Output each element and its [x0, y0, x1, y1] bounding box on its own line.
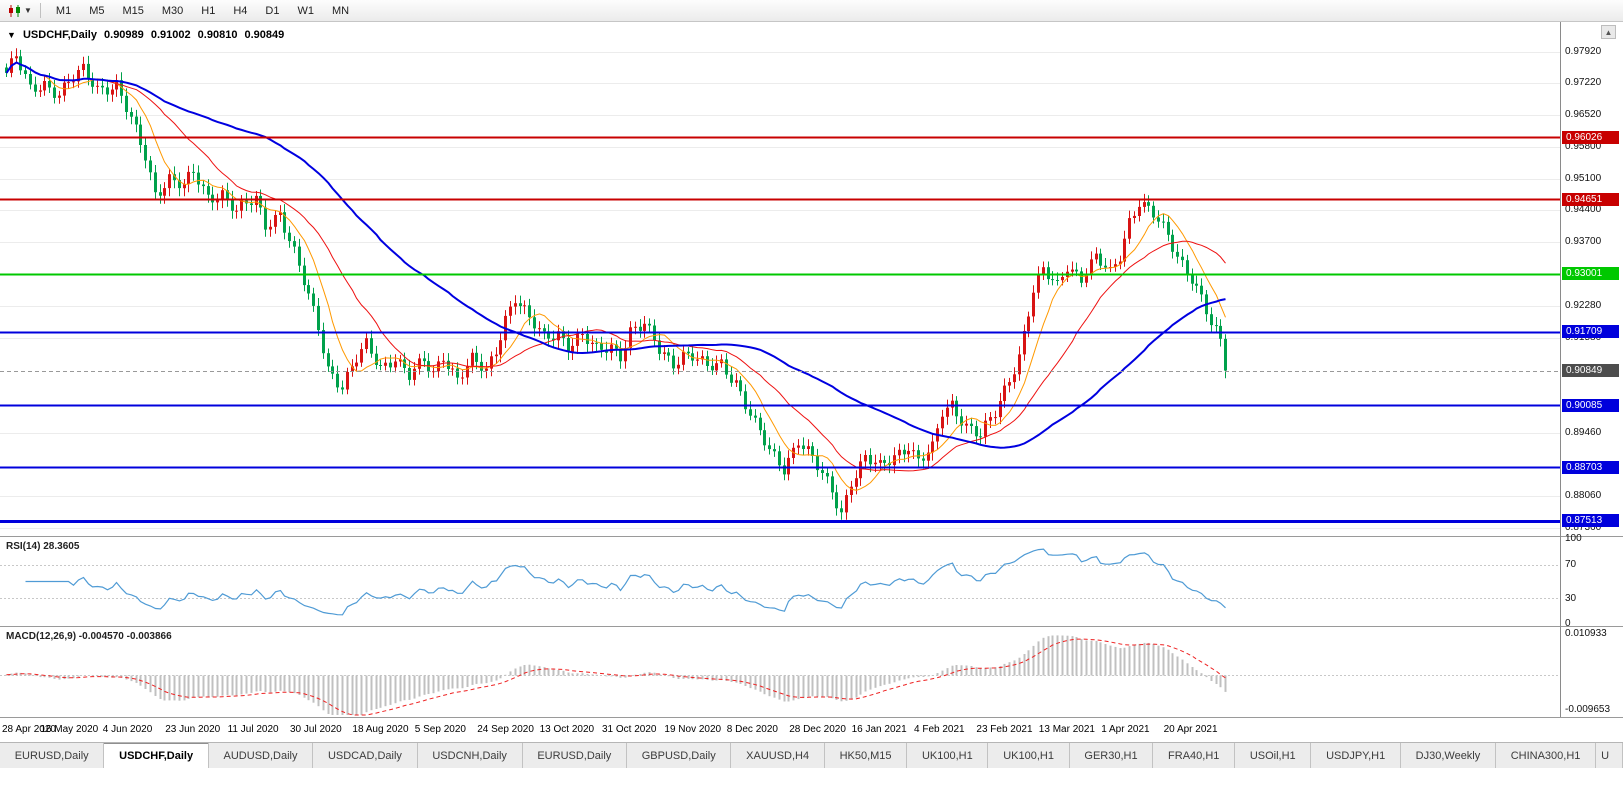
- high-value: 0.91002: [150, 29, 191, 41]
- collapse-arrow-icon[interactable]: ▼: [7, 30, 16, 40]
- rsi-tick-label: 0: [1565, 618, 1571, 629]
- open-value: 0.90989: [104, 29, 144, 41]
- chart-tab-UK100-H1[interactable]: UK100,H1: [907, 743, 989, 768]
- price-tick-label: 0.97220: [1565, 77, 1602, 89]
- level-price-badge: 0.88703: [1562, 460, 1619, 474]
- rsi-tick-label: 100: [1565, 533, 1582, 544]
- chevron-down-icon: ▼: [24, 6, 32, 15]
- price-tick-label: 0.95100: [1565, 172, 1602, 184]
- chart-tab-XAUUSD-H4[interactable]: XAUUSD,H4: [731, 743, 825, 768]
- low-value: 0.90810: [197, 29, 238, 41]
- date-tick-label: 28 Dec 2020: [789, 724, 846, 735]
- date-tick-label: 8 Dec 2020: [726, 724, 778, 735]
- price-tick-label: 0.96520: [1565, 108, 1602, 120]
- price-tick-label: 0.95800: [1565, 141, 1602, 153]
- price-tick-label: 0.94400: [1565, 204, 1602, 216]
- date-tick-label: 13 Mar 2021: [1038, 724, 1095, 735]
- chart-tab-GBPUSD-Daily[interactable]: GBPUSD,Daily: [627, 743, 732, 768]
- date-tick-label: 13 Oct 2020: [539, 724, 595, 735]
- chart-tab-GER30-H1[interactable]: GER30,H1: [1069, 743, 1154, 768]
- date-tick-label: 23 Feb 2021: [976, 724, 1033, 735]
- chart-tab-EURUSD-Daily[interactable]: EURUSD,Daily: [522, 743, 628, 768]
- chart-scroll-button[interactable]: ▲: [1601, 25, 1616, 39]
- date-tick-label: 4 Jun 2020: [102, 724, 153, 735]
- timeframe-button-D1[interactable]: D1: [257, 3, 287, 19]
- date-tick-label: 1 Apr 2021: [1101, 724, 1150, 735]
- level-price-badge: 0.96026: [1562, 130, 1619, 144]
- toolbar-separator: [39, 3, 41, 18]
- level-price-badge: 0.90085: [1562, 398, 1619, 412]
- date-tick-label: 5 Sep 2020: [414, 724, 466, 735]
- macd-indicator-label: MACD(12,26,9) -0.004570 -0.003866: [6, 631, 172, 642]
- price-axis-separator: [1560, 22, 1561, 717]
- chart-tab-CHINA300-H1[interactable]: CHINA300,H1: [1495, 743, 1597, 768]
- toolbar: ▼ M1 M5 M15 M30 H1 H4 D1 W1 MN: [0, 0, 1623, 22]
- price-tick-label: 0.97920: [1565, 45, 1602, 57]
- chart-tab-AUDUSD-Daily[interactable]: AUDUSD,Daily: [208, 743, 314, 768]
- timeframe-button-M30[interactable]: M30: [154, 3, 191, 19]
- date-tick-label: 11 Jul 2020: [227, 724, 279, 735]
- date-tick-label: 19 Nov 2020: [664, 724, 722, 735]
- chart-tab-U[interactable]: U: [1596, 743, 1623, 768]
- pane-separator[interactable]: [0, 717, 1623, 718]
- date-tick-label: 16 May 2020: [40, 724, 99, 735]
- current-price-badge: 0.90849: [1562, 364, 1619, 378]
- level-price-badge: 0.94651: [1562, 192, 1619, 206]
- chart-info-line: ▼ USDCHF,Daily 0.90989 0.91002 0.90810 0…: [7, 29, 288, 41]
- price-tick-label: 0.88060: [1565, 490, 1602, 502]
- timeframe-button-M1[interactable]: M1: [48, 3, 79, 19]
- pane-separator[interactable]: [0, 626, 1623, 627]
- status-strip: [0, 768, 1623, 795]
- price-tick-label: 0.93700: [1565, 236, 1602, 248]
- chart-area[interactable]: ▼ USDCHF,Daily 0.90989 0.91002 0.90810 0…: [0, 22, 1623, 742]
- chart-tabs-bar: EURUSD,Daily USDCHF,Daily AUDUSD,Daily USDC…: [0, 742, 1623, 768]
- chart-type-button[interactable]: ▼: [4, 4, 36, 18]
- chart-tab-USDCHF-Daily[interactable]: USDCHF,Daily: [104, 743, 209, 768]
- timeframe-button-H1[interactable]: H1: [193, 3, 223, 19]
- level-price-badge: 0.87513: [1562, 514, 1619, 528]
- chart-tab-UK100-H1[interactable]: UK100,H1: [988, 743, 1070, 768]
- level-price-badge: 0.91709: [1562, 325, 1619, 339]
- date-tick-label: 16 Jan 2021: [851, 724, 907, 735]
- chart-tab-HK50-M15[interactable]: HK50,M15: [824, 743, 908, 768]
- macd-pane[interactable]: [0, 627, 1623, 717]
- chart-tab-USDJPY-H1[interactable]: USDJPY,H1: [1311, 743, 1401, 768]
- rsi-pane[interactable]: [0, 537, 1623, 626]
- date-tick-label: 30 Jul 2020: [290, 724, 342, 735]
- candlestick-chart-icon: [9, 4, 20, 17]
- main-chart-pane[interactable]: [0, 22, 1623, 536]
- date-tick-label: 28 Apr 2020: [2, 724, 56, 735]
- date-tick-label: 31 Oct 2020: [602, 724, 657, 735]
- rsi-tick-label: 30: [1565, 592, 1577, 604]
- timeframe-button-M15[interactable]: M15: [114, 3, 151, 19]
- level-price-badge: 0.93001: [1562, 267, 1619, 281]
- date-tick-label: 24 Sep 2020: [477, 724, 534, 735]
- price-tick-label: 0.89460: [1565, 427, 1602, 439]
- timeframe-button-group: M1 M5 M15 M30 H1 H4 D1 W1 MN: [47, 3, 358, 19]
- price-tick-label: 0.92280: [1565, 300, 1602, 312]
- timeframe-button-MN[interactable]: MN: [324, 3, 357, 19]
- macd-min-label: -0.009653: [1565, 704, 1611, 715]
- chart-tab-DJ30-Weekly[interactable]: DJ30,Weekly: [1400, 743, 1496, 768]
- date-tick-label: 23 Jun 2020: [165, 724, 221, 735]
- timeframe-button-H4[interactable]: H4: [225, 3, 255, 19]
- date-tick-label: 18 Aug 2020: [352, 724, 409, 735]
- chart-tab-USDCNH-Daily[interactable]: USDCNH,Daily: [417, 743, 523, 768]
- rsi-indicator-label: RSI(14) 28.3605: [6, 541, 80, 552]
- date-tick-label: 20 Apr 2021: [1163, 724, 1218, 735]
- chart-tab-FRA40-H1[interactable]: FRA40,H1: [1153, 743, 1236, 768]
- chart-tab-EURUSD-Daily[interactable]: EURUSD,Daily: [0, 743, 105, 768]
- date-tick-label: 4 Feb 2021: [914, 724, 965, 735]
- pane-separator[interactable]: [0, 536, 1623, 537]
- timeframe-button-W1[interactable]: W1: [289, 3, 322, 19]
- timeframe-button-M5[interactable]: M5: [81, 3, 112, 19]
- chart-tab-USOil-H1[interactable]: USOil,H1: [1235, 743, 1312, 768]
- chart-tab-USDCAD-Daily[interactable]: USDCAD,Daily: [313, 743, 418, 768]
- symbol-period-label: USDCHF,Daily: [22, 29, 97, 41]
- date-axis[interactable]: 28 Apr 2020 16 May 2020 4 Jun 2020 23 Jun 2…: [0, 718, 1560, 742]
- close-value: 0.90849: [244, 29, 285, 41]
- macd-max-label: 0.010933: [1565, 628, 1607, 639]
- rsi-tick-label: 70: [1565, 558, 1577, 570]
